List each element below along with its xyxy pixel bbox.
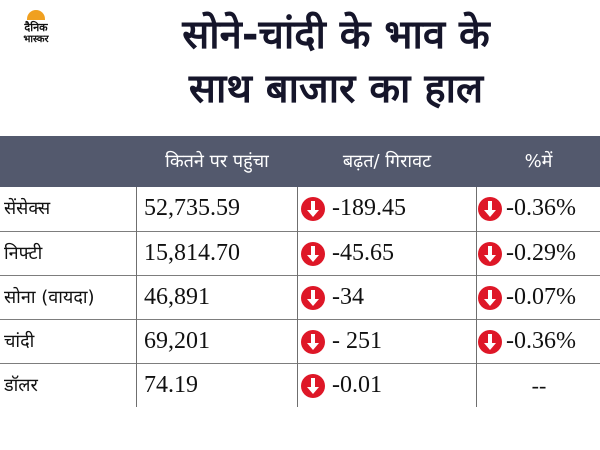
row-name: चांदी xyxy=(4,331,35,352)
row-change: -34 xyxy=(301,276,475,319)
row-percent: -0.07% xyxy=(478,276,600,319)
table-header: कितने पर पहुंचा बढ़त/ गिरावट %में xyxy=(0,136,600,187)
logo-line-2: भास्कर xyxy=(23,34,49,45)
logo-sun-icon xyxy=(27,10,45,20)
change-value: -0.01 xyxy=(332,372,382,398)
down-arrow-circle-icon xyxy=(301,329,325,354)
row-percent: -0.36% xyxy=(478,187,600,230)
row-change: -45.65 xyxy=(301,232,475,275)
title-line-2: साथ बाजार का हाल xyxy=(188,66,484,112)
row-value: 52,735.59 xyxy=(144,195,240,221)
down-arrow-circle-icon xyxy=(478,241,502,266)
row-value: 74.19 xyxy=(144,372,198,398)
row-name: सेंसेक्स xyxy=(4,198,51,219)
row-name: निफ्टी xyxy=(4,243,43,264)
row-name: डॉलर xyxy=(4,375,38,396)
column-divider xyxy=(297,187,298,407)
down-arrow-circle-icon xyxy=(478,329,502,354)
percent-value: -0.07% xyxy=(506,284,576,310)
percent-value: -0.36% xyxy=(506,195,576,221)
down-arrow-circle-icon xyxy=(478,196,502,221)
header-cell-change: बढ़त/ गिरावट xyxy=(342,151,432,172)
title-line-1: सोने-चांदी के भाव के xyxy=(182,12,490,58)
down-arrow-circle-icon xyxy=(301,285,325,310)
table-row: सेंसेक्स 52,735.59 -189.45 -0.36% xyxy=(0,187,600,230)
row-value: 46,891 xyxy=(144,284,210,310)
row-percent: -0.36% xyxy=(478,320,600,363)
percent-value: -- xyxy=(531,373,547,398)
header-cell-value: कितने पर पहुंचा xyxy=(165,151,269,172)
row-change: - 251 xyxy=(301,320,475,363)
percent-value: -0.36% xyxy=(506,328,576,354)
table-row: निफ्टी 15,814.70 -45.65 -0.29% xyxy=(0,231,600,275)
row-change: -189.45 xyxy=(301,187,475,230)
row-percent: -- xyxy=(478,364,600,407)
header-cell-percent: %में xyxy=(524,151,553,172)
change-value: -45.65 xyxy=(332,240,394,266)
change-value: -189.45 xyxy=(332,195,406,221)
percent-value: -0.29% xyxy=(506,240,576,266)
logo-line-1: दैनिक xyxy=(24,21,48,34)
change-value: - 251 xyxy=(332,328,382,354)
header-cell-name xyxy=(0,136,136,187)
row-percent: -0.29% xyxy=(478,232,600,275)
change-value: -34 xyxy=(332,284,364,310)
down-arrow-circle-icon xyxy=(301,241,325,266)
down-arrow-circle-icon xyxy=(301,196,325,221)
table-row: सोना (वायदा) 46,891 -34 -0.07% xyxy=(0,275,600,319)
row-name: सोना (वायदा) xyxy=(4,287,95,308)
row-change: -0.01 xyxy=(301,364,475,407)
table-row: चांदी 69,201 - 251 -0.36% xyxy=(0,319,600,363)
logo: दैनिक भास्कर xyxy=(13,10,59,48)
row-value: 69,201 xyxy=(144,328,210,354)
column-divider xyxy=(476,187,477,407)
table-body: सेंसेक्स 52,735.59 -189.45 -0.36% निफ्टी… xyxy=(0,187,600,450)
row-value: 15,814.70 xyxy=(144,240,240,266)
down-arrow-circle-icon xyxy=(478,285,502,310)
table-row: डॉलर 74.19 -0.01 -- xyxy=(0,363,600,407)
page-title: सोने-चांदी के भाव के साथ बाजार का हाल xyxy=(72,8,600,116)
column-divider xyxy=(136,187,137,407)
down-arrow-circle-icon xyxy=(301,373,325,398)
